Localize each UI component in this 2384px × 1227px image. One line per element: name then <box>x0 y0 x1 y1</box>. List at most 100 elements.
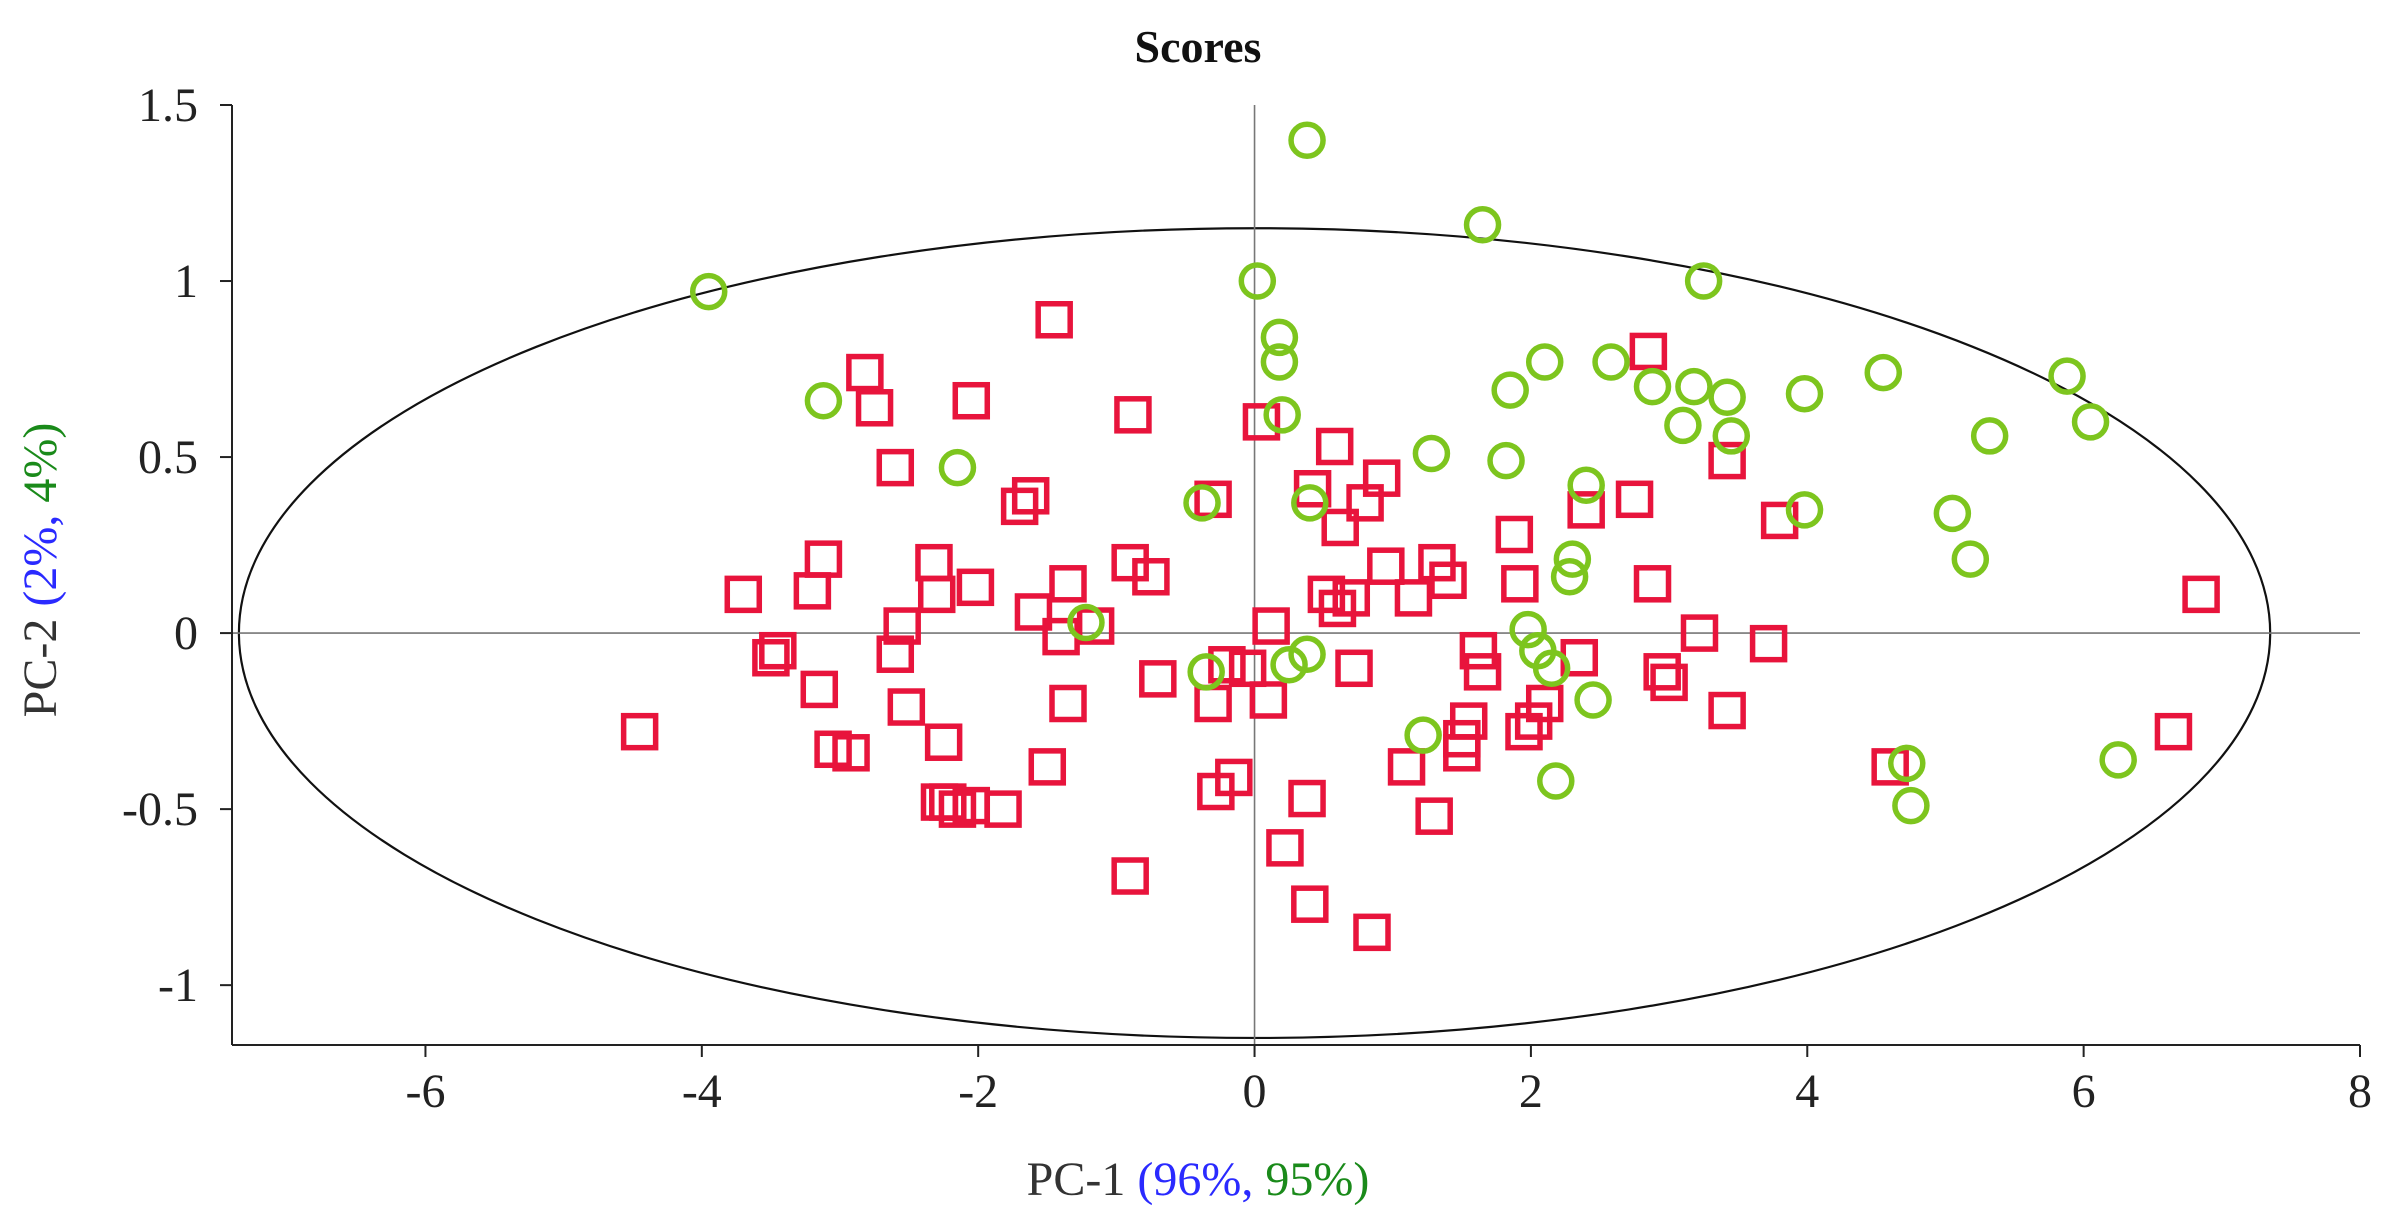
data-point-circle <box>1708 378 1746 416</box>
data-point-square <box>1242 403 1281 441</box>
data-point-square <box>1194 684 1232 723</box>
data-point-circle <box>1187 653 1225 691</box>
data-point-circle <box>2048 357 2086 395</box>
data-point-square <box>1708 441 1746 480</box>
data-point-square <box>1266 829 1304 867</box>
chart-title: Scores <box>1135 21 1262 72</box>
x-axis-title: PC-1 (96%, 95%) <box>1027 1153 1370 1206</box>
data-point-square <box>724 575 763 614</box>
data-point-square <box>2182 575 2220 614</box>
data-point-square <box>1332 579 1371 617</box>
axis-title-part: PC-2 <box>14 607 67 718</box>
data-point-circle <box>1675 367 1713 406</box>
data-point-square <box>1650 663 1688 702</box>
data-point-square <box>832 734 870 772</box>
data-point-circle <box>1260 343 1299 381</box>
data-point-square <box>1633 565 1672 603</box>
data-point-circle <box>1487 441 1525 480</box>
data-point-square <box>1288 779 1326 818</box>
data-point-square <box>2154 712 2193 751</box>
x-tick-label: 4 <box>1795 1065 1819 1118</box>
data-point-square <box>1615 480 1654 519</box>
data-point-square <box>620 712 659 751</box>
data-point-circle <box>1238 262 1277 300</box>
data-point-square <box>1459 631 1498 670</box>
axis-title-part: 4%) <box>14 423 67 503</box>
data-point-circle <box>1067 603 1105 642</box>
data-point-square <box>1114 396 1152 434</box>
y-axis-title: PC-2 (2%, 4%) <box>14 423 67 718</box>
data-point-square <box>1749 624 1788 663</box>
data-point-square <box>1049 684 1087 723</box>
data-point-circle <box>1888 744 1926 783</box>
data-point-circle <box>1664 406 1702 445</box>
data-point-square <box>1495 515 1534 554</box>
axis-title-part: PC-1 <box>1027 1153 1138 1206</box>
data-point-circle <box>1574 681 1612 719</box>
data-point-circle <box>938 448 977 487</box>
data-point-circle <box>1288 635 1326 673</box>
data-point-square <box>876 635 915 673</box>
data-point-square <box>984 790 1022 828</box>
data-point-square <box>1291 885 1329 923</box>
data-point-circle <box>1491 371 1529 409</box>
data-point-circle <box>1892 786 1930 825</box>
data-point-square <box>1321 508 1359 547</box>
data-point-square <box>1871 748 1909 786</box>
data-point-square <box>1567 491 1605 529</box>
x-tick-label: 0 <box>1243 1065 1267 1118</box>
data-point-square <box>1643 653 1681 691</box>
data-point-square <box>924 723 963 761</box>
data-point-square <box>1525 684 1564 723</box>
data-point-circle <box>1532 649 1571 688</box>
data-point-circle <box>1263 396 1301 434</box>
data-point-square <box>1228 649 1267 688</box>
data-point-square <box>1394 579 1433 617</box>
x-tick-label: 2 <box>1519 1065 1543 1118</box>
data-point-square <box>1449 702 1488 740</box>
data-point-square <box>1014 593 1053 631</box>
data-point-circle <box>1712 417 1751 455</box>
data-point-circle <box>1592 343 1630 381</box>
data-point-square <box>1000 487 1039 526</box>
data-point-square <box>1139 660 1177 698</box>
y-tick-label: -1 <box>158 959 198 1012</box>
data-point-square <box>915 543 953 582</box>
data-point-circle <box>689 272 728 311</box>
data-point-square <box>1208 646 1246 684</box>
data-point-circle <box>1785 374 1824 413</box>
data-point-square <box>1505 712 1543 751</box>
data-point-square <box>1035 301 1073 339</box>
data-point-circle <box>1684 262 1723 300</box>
data-point-square <box>1011 477 1050 515</box>
y-tick-label: 0.5 <box>138 431 198 484</box>
data-point-square <box>1132 558 1170 596</box>
data-point-square <box>1415 797 1453 835</box>
data-point-square <box>759 631 797 670</box>
data-point-circle <box>1288 121 1326 159</box>
y-tick-label: -0.5 <box>122 783 198 836</box>
data-point-square <box>929 783 967 821</box>
data-point-square <box>1387 748 1426 786</box>
data-point-square <box>876 448 915 487</box>
data-point-circle <box>804 381 843 420</box>
y-tick-label: 0 <box>174 607 198 660</box>
data-point-circle <box>1509 610 1547 649</box>
data-point-circle <box>1933 494 1972 533</box>
data-point-square <box>1429 561 1467 600</box>
data-point-square <box>855 389 894 427</box>
data-point-square <box>1249 681 1288 719</box>
data-point-square <box>804 540 843 578</box>
y-tick-label: 1 <box>174 255 198 308</box>
data-point-circle <box>1553 540 1592 578</box>
data-point-square <box>800 670 839 709</box>
data-point-square <box>1028 748 1067 786</box>
data-point-square <box>846 353 884 392</box>
axis-title-part: (96%, <box>1137 1153 1265 1206</box>
data-point-square <box>1367 547 1405 585</box>
data-point-circle <box>1270 646 1308 684</box>
data-point-circle <box>1567 466 1605 504</box>
x-tick-label: -2 <box>958 1065 998 1118</box>
data-point-circle <box>1183 484 1221 522</box>
data-point-square <box>1293 469 1332 508</box>
